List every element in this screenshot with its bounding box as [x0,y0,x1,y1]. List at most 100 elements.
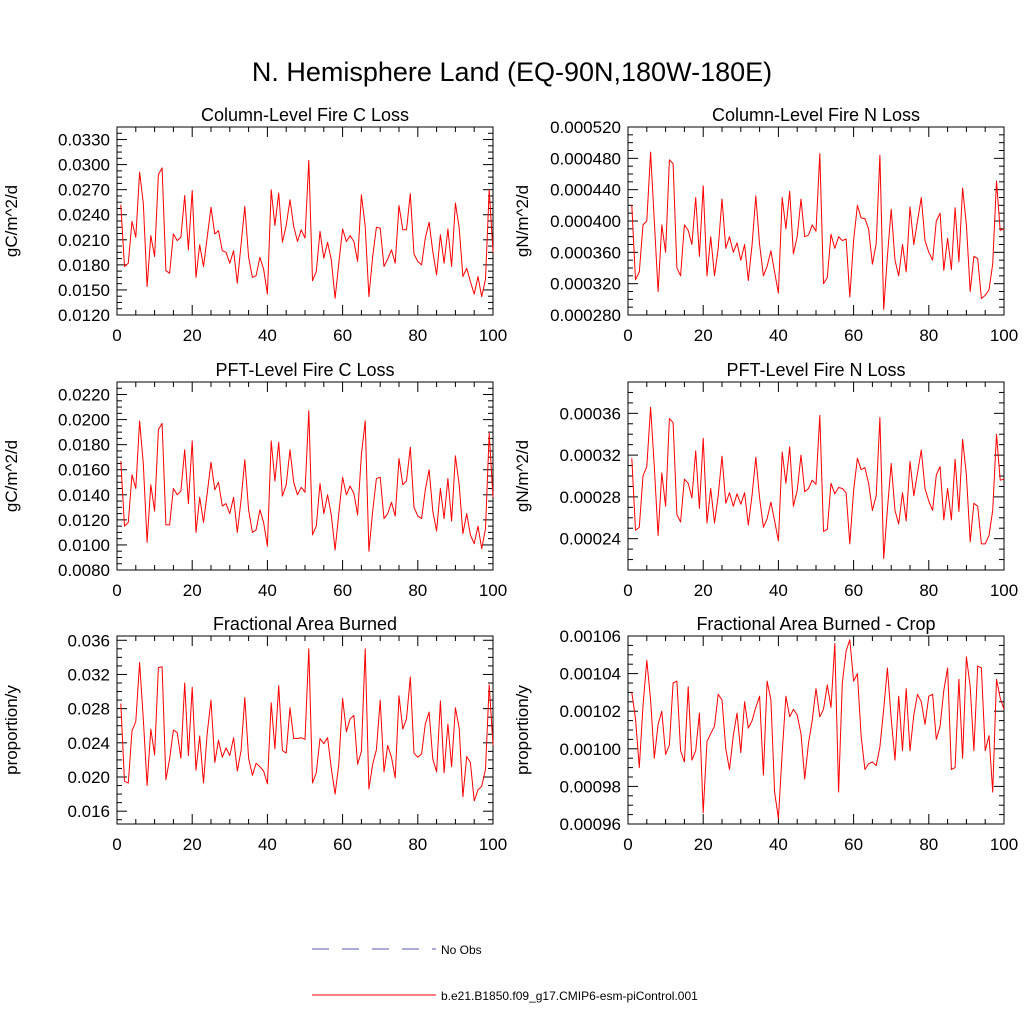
y-tick-label: 0.036 [67,631,110,650]
y-tick-label: 0.00024 [560,530,621,549]
chart-panel-2: Column-Level Fire N Loss 0 20 40 60 80 100 0.00… [513,105,1018,345]
panels-container: Column-Level Fire C Loss 0 20 40 60 80 100 0.01… [2,105,1018,854]
chart-panel-5: Fractional Area Burned 0 20 40 60 80 100 0.016 0… [2,614,507,854]
chart-panel-4: PFT-Level Fire N Loss 0 20 40 60 80 100 0.00024… [513,360,1018,600]
y-tick-label: 0.020 [67,768,110,787]
x-tick-label: 20 [183,326,202,345]
figure-title: N. Hemisphere Land (EQ-90N,180W-180E) [252,57,772,87]
x-tick-label: 60 [844,581,863,600]
y-tick-label: 0.0330 [58,131,110,150]
y-axis-label: proportion/y [513,685,532,775]
y-axis-label: gN/m^2/d [513,440,532,512]
series-line-1 [631,406,1005,559]
series-line-1 [120,410,494,552]
y-tick-label: 0.000360 [550,243,621,262]
x-tick-label: 20 [694,326,713,345]
x-tick-label: 40 [258,835,277,854]
x-tick-label: 60 [844,835,863,854]
y-tick-label: 0.00106 [560,627,621,646]
x-tick-label: 20 [183,581,202,600]
x-tick-label: 40 [258,581,277,600]
y-tick-label: 0.0220 [58,386,110,405]
panel-title: PFT-Level Fire N Loss [726,360,905,380]
x-tick-label: 40 [769,835,788,854]
y-tick-label: 0.00036 [560,404,621,423]
y-axis-label: gC/m^2/d [2,440,21,512]
x-tick-label: 40 [769,581,788,600]
y-tick-label: 0.0210 [58,231,110,250]
y-tick-label: 0.0140 [58,486,110,505]
y-tick-label: 0.00098 [560,777,621,796]
y-tick-label: 0.000280 [550,306,621,325]
panel-title: PFT-Level Fire C Loss [215,360,394,380]
x-tick-label: 20 [183,835,202,854]
y-axis-label: gC/m^2/d [2,185,21,257]
y-tick-label: 0.00028 [560,488,621,507]
y-tick-label: 0.024 [67,734,110,753]
legend: No Obs b.e21.B1850.f09_g17.CMIP6-esm-piC… [312,943,698,1003]
x-tick-label: 60 [844,326,863,345]
series-line-1 [120,648,494,802]
panel-title: Column-Level Fire C Loss [201,105,409,125]
x-tick-label: 20 [694,581,713,600]
y-axis-label: gN/m^2/d [513,185,532,257]
y-tick-label: 0.00096 [560,815,621,834]
panel-title: Column-Level Fire N Loss [712,105,920,125]
x-tick-label: 0 [623,581,632,600]
x-tick-label: 80 [919,326,938,345]
y-tick-label: 0.00100 [560,740,621,759]
y-tick-label: 0.0100 [58,536,110,555]
series-line-1 [120,159,494,299]
x-tick-label: 0 [112,835,121,854]
y-tick-label: 0.0160 [58,461,110,480]
x-tick-label: 80 [919,581,938,600]
y-tick-label: 0.000320 [550,275,621,294]
x-tick-label: 0 [623,835,632,854]
series-line-1 [631,151,1005,310]
x-tick-label: 100 [479,581,507,600]
x-tick-label: 60 [333,581,352,600]
x-tick-label: 100 [479,326,507,345]
chart-panel-1: Column-Level Fire C Loss 0 20 40 60 80 100 0.01… [2,105,507,345]
y-tick-label: 0.0270 [58,181,110,200]
panel-title: Fractional Area Burned - Crop [696,614,935,634]
y-tick-label: 0.016 [67,802,110,821]
y-tick-label: 0.032 [67,665,110,684]
y-tick-label: 0.00032 [560,446,621,465]
y-tick-label: 0.028 [67,700,110,719]
y-tick-label: 0.000520 [550,118,621,137]
x-tick-label: 60 [333,326,352,345]
y-tick-label: 0.000480 [550,149,621,168]
x-tick-label: 0 [112,326,121,345]
x-tick-label: 20 [694,835,713,854]
y-tick-label: 0.000440 [550,181,621,200]
chart-panel-3: PFT-Level Fire C Loss 0 20 40 60 80 100 0.0080 0… [2,360,507,600]
x-tick-label: 80 [408,581,427,600]
y-tick-label: 0.0150 [58,281,110,300]
x-tick-label: 40 [769,326,788,345]
x-tick-label: 40 [258,326,277,345]
y-tick-label: 0.0120 [58,511,110,530]
y-tick-label: 0.00102 [560,702,621,721]
x-tick-label: 100 [990,326,1018,345]
y-tick-label: 0.0180 [58,256,110,275]
x-tick-label: 100 [479,835,507,854]
y-tick-label: 0.0200 [58,411,110,430]
y-tick-label: 0.0300 [58,156,110,175]
legend-label-no-obs: No Obs [441,943,482,957]
x-tick-label: 80 [408,326,427,345]
y-tick-label: 0.0120 [58,306,110,325]
x-tick-label: 100 [990,581,1018,600]
y-tick-label: 0.000400 [550,212,621,231]
x-tick-label: 80 [408,835,427,854]
x-tick-label: 80 [919,835,938,854]
legend-label-model-run: b.e21.B1850.f09_g17.CMIP6-esm-piControl.… [441,989,698,1003]
x-tick-label: 100 [990,835,1018,854]
x-tick-label: 0 [112,581,121,600]
chart-panel-6: Fractional Area Burned - Crop 0 20 40 60 80 10… [513,614,1018,854]
panel-title: Fractional Area Burned [213,614,397,634]
series-line-1 [631,639,1005,819]
x-tick-label: 0 [623,326,632,345]
